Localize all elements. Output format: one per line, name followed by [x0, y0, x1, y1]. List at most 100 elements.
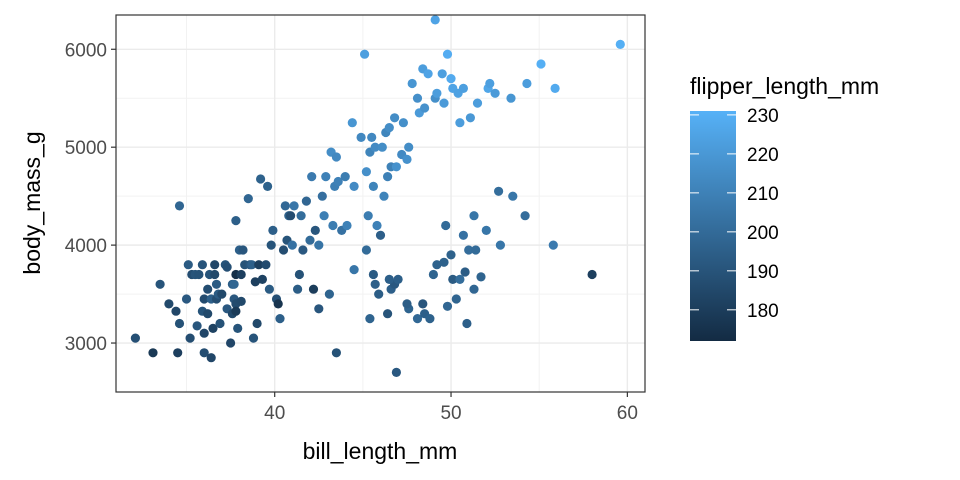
y-tick-label: 6000	[65, 40, 107, 61]
data-point	[183, 260, 193, 270]
plot-panel-background	[116, 15, 645, 392]
data-point	[215, 318, 225, 329]
data-point	[490, 88, 500, 98]
data-point	[340, 172, 350, 182]
y-tick-label: 5000	[65, 138, 107, 159]
data-point	[391, 367, 401, 377]
data-point	[372, 220, 382, 231]
data-point	[331, 152, 341, 162]
data-point	[368, 269, 378, 280]
data-point	[550, 83, 560, 93]
data-point	[428, 269, 438, 280]
data-point	[383, 309, 393, 319]
data-point	[448, 274, 458, 284]
data-point	[206, 353, 216, 363]
data-point	[384, 123, 394, 133]
data-point	[495, 240, 505, 250]
data-point	[377, 142, 387, 152]
data-point	[536, 59, 546, 69]
data-point	[430, 15, 440, 25]
data-point	[356, 132, 366, 142]
data-point	[229, 279, 239, 289]
data-point	[266, 240, 276, 250]
data-point	[464, 245, 474, 255]
data-point	[286, 211, 296, 221]
data-point	[211, 279, 222, 289]
data-point	[349, 265, 359, 275]
colorbar-tick-label: 210	[747, 184, 779, 205]
data-point	[391, 162, 401, 172]
data-point	[294, 269, 304, 280]
data-point	[333, 176, 343, 187]
colorbar-tick-label: 230	[747, 106, 779, 127]
data-point	[233, 323, 243, 333]
y-tick-label: 4000	[65, 236, 107, 257]
data-point	[250, 277, 260, 287]
data-point	[384, 274, 394, 284]
data-point	[185, 333, 195, 343]
data-point	[314, 240, 324, 250]
data-point	[210, 269, 220, 280]
data-point	[446, 74, 456, 84]
data-point	[458, 83, 468, 93]
data-point	[469, 284, 479, 294]
data-point	[375, 230, 386, 240]
data-point	[368, 181, 378, 191]
data-point	[257, 274, 267, 284]
data-point	[469, 211, 479, 221]
data-point	[317, 191, 327, 201]
data-point	[236, 296, 246, 306]
data-point	[402, 154, 412, 164]
data-point	[441, 220, 451, 231]
data-point	[460, 267, 470, 277]
data-point	[308, 284, 319, 294]
data-point	[203, 309, 213, 319]
data-point	[254, 260, 264, 270]
data-point	[208, 323, 218, 333]
x-tick-label: 50	[440, 403, 461, 424]
data-point	[437, 69, 447, 79]
data-point	[432, 260, 442, 270]
data-point	[462, 318, 472, 329]
data-point	[370, 142, 380, 152]
data-point	[379, 191, 389, 201]
data-point	[442, 301, 453, 311]
data-point	[374, 289, 384, 299]
data-point	[261, 260, 271, 270]
data-point	[289, 201, 299, 211]
data-point	[148, 348, 158, 358]
data-point	[305, 235, 315, 245]
data-point	[236, 269, 246, 280]
data-point	[615, 39, 625, 50]
data-point	[319, 211, 329, 221]
colorbar-tick-label: 200	[747, 223, 779, 244]
data-point	[587, 269, 597, 280]
data-point	[217, 289, 227, 299]
data-point	[238, 245, 248, 255]
plot-panel-border	[115, 14, 646, 393]
data-point	[442, 49, 453, 59]
data-point	[243, 194, 253, 204]
y-axis: 3000 4000 5000 6000	[65, 40, 116, 355]
data-point	[370, 279, 380, 289]
data-point	[310, 225, 320, 235]
data-point	[278, 245, 289, 255]
x-axis-title: bill_length_mm	[303, 438, 458, 464]
data-point	[296, 211, 306, 221]
data-point	[287, 240, 297, 250]
data-point	[425, 314, 435, 324]
data-point	[314, 304, 324, 314]
data-point	[404, 142, 414, 152]
data-point	[324, 289, 334, 299]
data-point	[174, 318, 185, 329]
data-point	[481, 225, 491, 235]
x-tick-label: 60	[617, 403, 638, 424]
data-point	[222, 262, 232, 272]
data-point	[390, 113, 400, 123]
data-point	[226, 338, 236, 348]
data-point	[203, 284, 213, 294]
data-point	[402, 299, 412, 309]
data-point	[298, 245, 308, 255]
data-point	[494, 186, 504, 196]
